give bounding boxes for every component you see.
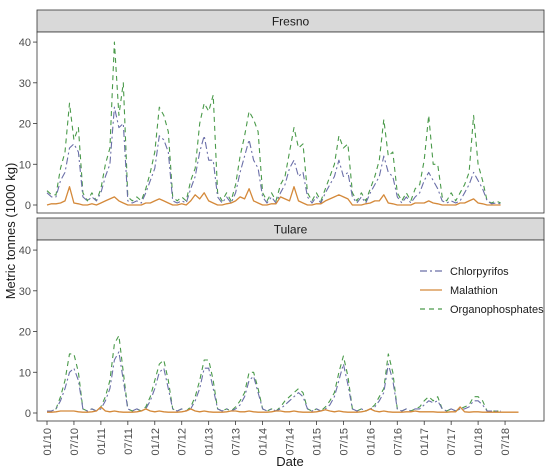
x-tick-label: 07/13 [231,428,243,456]
legend: Chlorpyrifos Malathion Organophosphates [420,266,544,316]
y-tick-label: 10 [19,367,31,379]
x-axis-title: Date [276,454,303,469]
x-tick-label: 07/17 [446,428,458,456]
y-tick-label: 0 [25,408,31,420]
series-line-chlorpyrifos [47,351,501,412]
y-tick-label: 0 [25,200,31,212]
y-tick-label: 30 [19,286,31,298]
y-tick-label: 40 [19,245,31,257]
legend-label-organophosphates: Organophosphates [450,304,544,316]
y-tick-label: 10 [19,159,31,171]
x-tick-label: 01/13 [204,428,216,456]
strip-title-tulare: Tulare [274,223,308,237]
series-line-malathion [47,406,519,413]
series-group-fresno [46,41,501,206]
x-axis: 01/10 07/10 01/11 07/11 01/12 07/12 01/13 07/13… [42,421,512,456]
x-tick-label: 01/11 [96,428,108,455]
x-tick-label: 07/16 [392,428,404,456]
y-axis-tulare: 0 10 20 30 40 [19,245,37,420]
panel-tulare [36,239,545,422]
x-tick-label: 01/18 [473,428,485,456]
panel-fresno [36,31,545,214]
series-line-organophosphates [46,41,501,204]
x-tick-label: 01/16 [365,428,377,456]
x-tick-label: 01/17 [419,428,431,456]
x-tick-label: 07/11 [123,428,135,455]
y-tick-label: 20 [19,119,31,131]
legend-label-malathion: Malathion [450,285,498,297]
x-tick-label: 01/10 [42,428,54,456]
y-axis-title: Metric tonnes (1000 kg) [3,163,18,300]
series-group-tulare [47,335,519,413]
strip-title-fresno: Fresno [272,15,310,29]
y-tick-label: 30 [19,78,31,90]
x-tick-label: 01/15 [311,428,323,456]
x-tick-label: 07/10 [69,428,81,456]
legend-label-chlorpyrifos: Chlorpyrifos [450,266,509,278]
x-tick-label: 07/14 [285,428,297,456]
x-tick-label: 01/14 [258,428,270,456]
series-line-organophosphates [47,335,501,412]
y-axis-fresno: 0 10 20 30 40 [19,37,37,212]
series-line-chlorpyrifos [46,106,501,205]
y-tick-label: 20 [19,327,31,339]
x-tick-label: 07/18 [500,428,512,456]
series-line-malathion [46,186,501,206]
x-tick-label: 07/15 [338,428,350,456]
x-tick-label: 07/12 [177,428,189,456]
y-tick-label: 40 [19,37,31,49]
x-tick-label: 01/12 [150,428,162,456]
